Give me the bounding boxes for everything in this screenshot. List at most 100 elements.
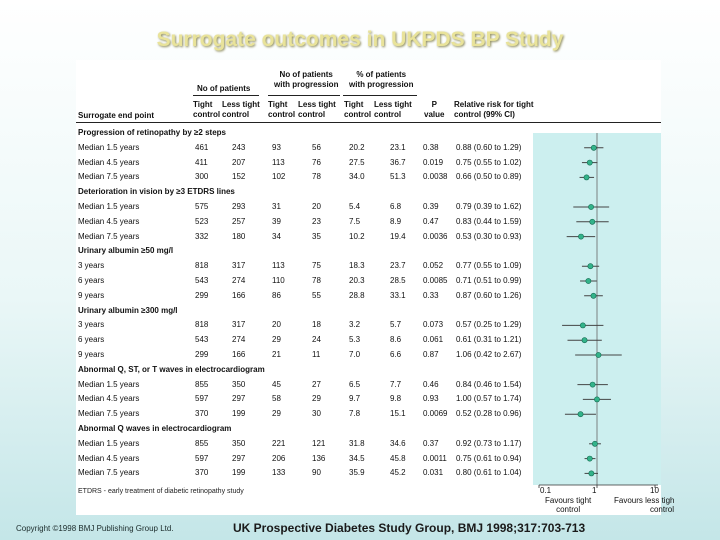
rr-text: 0.84 (0.46 to 1.54) [456, 379, 522, 389]
p-value: 0.0038 [423, 172, 448, 182]
row-label: 3 years [78, 320, 105, 330]
table-row: Median 4.5 years 597 297 58 29 9.7 9.8 0.93 1.00… [0, 392, 585, 406]
prog-less: 29 [312, 394, 321, 404]
n-tight: 543 [195, 276, 209, 285]
slide-title: Surrogate outcomes in UKPDS BP Study [156, 28, 564, 51]
section-row: Abnormal Q waves in electrocardiogram [0, 422, 585, 436]
prog-tight: 20 [272, 320, 281, 330]
pct-less: 45.8 [390, 453, 406, 463]
p-value: 0.39 [423, 202, 439, 211]
table-row: 9 years 299 166 86 55 28.8 33.1 0.33 0.87 (0.60 … [0, 289, 585, 303]
n-less: 350 [232, 379, 246, 389]
point-estimate [579, 322, 586, 329]
point-estimate [586, 159, 593, 166]
pct-tight: 18.3 [349, 261, 365, 271]
prog-tight: 29 [272, 409, 281, 419]
prog-less: 55 [312, 290, 321, 300]
section-label: Progression of retinopathy by ≥2 steps [78, 128, 226, 137]
table-row: 3 years 818 317 113 75 18.3 23.7 0.052 0.77 (0.5… [0, 259, 585, 273]
pct-tight: 31.8 [349, 438, 365, 448]
copyright: Copyright ©1998 BMJ Publishing Group Ltd… [16, 524, 174, 533]
header-rule-bottom [76, 122, 661, 123]
rr-text: 0.87 (0.60 to 1.26) [456, 290, 522, 300]
rr-text: 0.66 (0.50 to 0.89) [456, 172, 522, 182]
p-value: 0.93 [423, 394, 439, 404]
prog-less: 90 [312, 468, 321, 478]
n-less: 199 [232, 409, 246, 419]
table-row: 3 years 818 317 20 18 3.2 5.7 0.073 0.57 (0.25 t… [0, 318, 585, 332]
section-row: Deterioration in vision by ≥3 ETDRS line… [0, 185, 585, 199]
point-estimate [585, 278, 592, 284]
n-less: 166 [232, 350, 246, 359]
n-less: 243 [232, 142, 246, 152]
pct-tight: 5.4 [349, 202, 361, 211]
p-value: 0.87 [423, 350, 439, 359]
rr-text: 1.00 (0.57 to 1.74) [456, 394, 522, 404]
p-value: 0.0036 [423, 231, 448, 241]
section-row: Progression of retinopathy by ≥2 steps [0, 126, 585, 140]
header-less-1: Less tight control [222, 100, 260, 119]
p-value: 0.0085 [423, 276, 448, 285]
table-row: Median 4.5 years 597 297 206 136 34.5 45.8 0.00… [0, 452, 585, 466]
header-tight-3: Tight control [344, 100, 372, 119]
table-row: Median 7.5 years 300 152 102 78 34.0 51.3 0.003… [0, 170, 585, 184]
header-less-3: Less tight control [374, 100, 412, 119]
prog-tight: 93 [272, 142, 281, 152]
point-estimate [591, 440, 598, 447]
n-less: 166 [232, 290, 246, 300]
n-less: 199 [232, 468, 246, 478]
pct-less: 28.5 [390, 276, 406, 285]
point-estimate [581, 337, 588, 344]
section-label: Abnormal Q, ST, or T waves in electrocar… [78, 364, 265, 374]
point-estimate [586, 455, 593, 462]
pct-tight: 9.7 [349, 394, 361, 404]
row-label: 3 years [78, 261, 105, 271]
pct-tight: 34.5 [349, 453, 365, 463]
table-row: Median 4.5 years 523 257 39 23 7.5 8.9 0.47 0.83… [0, 215, 585, 229]
footnote: ETDRS - early treatment of diabetic reti… [78, 488, 244, 495]
p-value: 0.47 [423, 216, 439, 226]
pct-less: 33.1 [390, 290, 406, 300]
pct-less: 51.3 [390, 172, 406, 182]
rr-text: 0.92 (0.73 to 1.17) [456, 438, 522, 448]
prog-less: 75 [312, 261, 321, 271]
prog-tight: 113 [272, 261, 285, 271]
p-value: 0.46 [423, 379, 439, 389]
point-estimate [589, 218, 596, 225]
prog-less: 78 [312, 276, 321, 285]
point-estimate [595, 352, 602, 358]
label-favours-less-tight: Favours less tight control [614, 496, 674, 514]
pct-tight: 34.0 [349, 172, 365, 182]
prog-less: 11 [312, 350, 321, 359]
section-label: Abnormal Q waves in electrocardiogram [78, 424, 232, 433]
point-estimate [590, 144, 597, 151]
pct-less: 7.7 [390, 379, 402, 389]
prog-less: 121 [312, 438, 326, 448]
row-label: Median 4.5 years [78, 216, 140, 226]
rr-text: 0.53 (0.30 to 0.93) [456, 231, 522, 241]
row-label: 9 years [78, 350, 105, 359]
prog-less: 23 [312, 216, 321, 226]
prog-tight: 113 [272, 157, 285, 167]
table-row: Median 1.5 years 855 350 221 121 31.8 34.6 0.37… [0, 437, 585, 451]
pct-less: 19.4 [390, 231, 406, 241]
pct-less: 34.6 [390, 438, 406, 448]
table-row: Median 1.5 years 855 350 45 27 6.5 7.7 0.46 0.84… [0, 378, 585, 392]
prog-tight: 206 [272, 453, 286, 463]
section-row: Urinary albumin ≥50 mg/l [0, 244, 585, 258]
prog-tight: 221 [272, 438, 286, 448]
p-value: 0.019 [423, 157, 444, 167]
p-value: 0.061 [423, 335, 444, 345]
point-estimate [590, 292, 597, 299]
n-tight: 370 [195, 409, 209, 419]
table-row: 6 years 543 274 29 24 5.3 8.6 0.061 0.61 (0.31 t… [0, 333, 585, 347]
n-tight: 575 [195, 202, 209, 211]
row-label: Median 7.5 years [78, 468, 140, 478]
n-less: 152 [232, 172, 246, 182]
prog-less: 136 [312, 453, 326, 463]
rr-text: 0.83 (0.44 to 1.59) [456, 216, 522, 226]
prog-less: 56 [312, 142, 321, 152]
point-estimate [589, 381, 596, 388]
n-tight: 543 [195, 335, 209, 345]
